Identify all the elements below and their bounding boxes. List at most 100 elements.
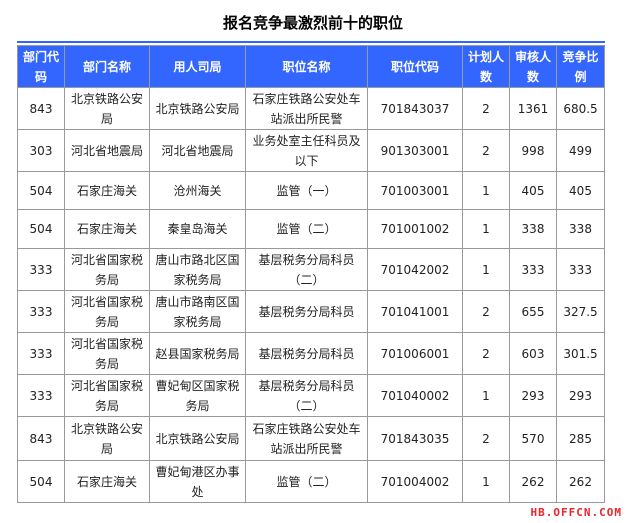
cell-planned: 1 [462,171,510,210]
cell-ratio: 338 [556,209,605,249]
cell-position-code: 701004002 [367,460,463,503]
cell-ratio: 405 [556,171,605,210]
cell-position-name: 监管（二） [245,209,368,249]
table-row: 333 河北省国家税务局 唐山市路北区国家税务局 基层税务分局科员（二） 7010420… [17,248,605,291]
cell-dept-name: 河北省国家税务局 [64,248,150,291]
cell-dept-name: 石家庄海关 [64,209,150,249]
cell-ratio: 333 [556,248,605,291]
cell-reviewed: 655 [509,290,557,333]
cell-reviewed: 1361 [509,87,557,130]
table-row: 303 河北省地震局 河北省地震局 业务处室主任科员及以下 901303001 2 998 4… [17,129,605,172]
cell-reviewed: 998 [509,129,557,172]
cell-employer: 沧州海关 [149,171,246,210]
cell-position-name: 基层税务分局科员（二） [245,248,368,291]
cell-reviewed: 338 [509,209,557,249]
cell-employer: 北京铁路公安局 [149,416,246,461]
table-row: 843 北京铁路公安局 北京铁路公安局 石家庄铁路公安处车站派出所民警 70184303… [17,416,605,461]
cell-position-code: 701006001 [367,332,463,375]
cell-planned: 2 [462,416,510,461]
header-employer: 用人司局 [149,45,246,88]
cell-ratio: 301.5 [556,332,605,375]
cell-position-code: 701843037 [367,87,463,130]
cell-dept-code: 333 [17,290,65,333]
cell-planned: 1 [462,209,510,249]
header-divider [17,41,605,43]
cell-reviewed: 262 [509,460,557,503]
header-ratio: 竞争比例 [556,45,605,88]
cell-ratio: 285 [556,416,605,461]
table-row: 504 石家庄海关 秦皇岛海关 监管（二） 701001002 1 338 338 [17,209,605,249]
cell-position-name: 基层税务分局科员 [245,332,368,375]
cell-dept-code: 504 [17,460,65,503]
watermark: HB.OFFCN.COM [530,506,622,519]
cell-position-code: 701040002 [367,374,463,417]
cell-dept-name: 石家庄海关 [64,460,150,503]
cell-position-code: 701042002 [367,248,463,291]
table-row: 333 河北省国家税务局 曹妃甸区国家税务局 基层税务分局科员（二） 701040002… [17,374,605,417]
cell-employer: 曹妃甸区国家税务局 [149,374,246,417]
cell-employer: 河北省地震局 [149,129,246,172]
cell-planned: 1 [462,248,510,291]
cell-dept-name: 河北省国家税务局 [64,332,150,375]
cell-dept-code: 333 [17,374,65,417]
cell-position-code: 701001002 [367,209,463,249]
cell-reviewed: 333 [509,248,557,291]
table-row: 333 河北省国家税务局 赵县国家税务局 基层税务分局科员 701006001 2 603 3… [17,332,605,375]
cell-ratio: 680.5 [556,87,605,130]
cell-dept-code: 504 [17,171,65,210]
cell-position-name: 监管（一） [245,171,368,210]
table-row: 333 河北省国家税务局 唐山市路南区国家税务局 基层税务分局科员 701041001 2… [17,290,605,333]
cell-dept-name: 河北省国家税务局 [64,374,150,417]
cell-reviewed: 570 [509,416,557,461]
cell-planned: 1 [462,374,510,417]
cell-ratio: 293 [556,374,605,417]
cell-employer: 唐山市路北区国家税务局 [149,248,246,291]
cell-position-name: 基层税务分局科员 [245,290,368,333]
cell-dept-name: 北京铁路公安局 [64,87,150,130]
cell-employer: 秦皇岛海关 [149,209,246,249]
cell-position-name: 石家庄铁路公安处车站派出所民警 [245,416,368,461]
cell-dept-code: 843 [17,416,65,461]
cell-dept-code: 504 [17,209,65,249]
cell-dept-code: 333 [17,248,65,291]
cell-dept-code: 303 [17,129,65,172]
cell-position-code: 701003001 [367,171,463,210]
cell-dept-name: 河北省国家税务局 [64,290,150,333]
cell-dept-name: 北京铁路公安局 [64,416,150,461]
header-row: 部门代码 部门名称 用人司局 职位名称 职位代码 计划人数 审核人数 竞争比例 [17,45,605,88]
table-row: 843 北京铁路公安局 北京铁路公安局 石家庄铁路公安处车站派出所民警 70184303… [17,87,605,130]
cell-employer: 曹妃甸港区办事处 [149,460,246,503]
header-dept-name: 部门名称 [64,45,150,88]
cell-dept-code: 333 [17,332,65,375]
cell-ratio: 327.5 [556,290,605,333]
cell-ratio: 499 [556,129,605,172]
header-reviewed: 审核人数 [509,45,557,88]
cell-reviewed: 405 [509,171,557,210]
cell-reviewed: 603 [509,332,557,375]
table-row: 504 石家庄海关 沧州海关 监管（一） 701003001 1 405 405 [17,171,605,210]
cell-position-code: 901303001 [367,129,463,172]
competition-table: 部门代码 部门名称 用人司局 职位名称 职位代码 计划人数 审核人数 竞争比例 843 北京铁路… [17,45,605,503]
cell-planned: 2 [462,290,510,333]
header-dept-code: 部门代码 [17,45,65,88]
cell-dept-name: 石家庄海关 [64,171,150,210]
cell-position-code: 701843035 [367,416,463,461]
cell-ratio: 262 [556,460,605,503]
cell-planned: 2 [462,129,510,172]
cell-planned: 2 [462,332,510,375]
page-title: 报名竞争最激烈前十的职位 [222,14,403,32]
cell-employer: 北京铁路公安局 [149,87,246,130]
header-position-name: 职位名称 [245,45,368,88]
cell-dept-name: 河北省地震局 [64,129,150,172]
cell-position-name: 基层税务分局科员（二） [245,374,368,417]
cell-planned: 2 [462,87,510,130]
cell-position-name: 监管（二） [245,460,368,503]
cell-planned: 1 [462,460,510,503]
header-position-code: 职位代码 [367,45,463,88]
cell-employer: 唐山市路南区国家税务局 [149,290,246,333]
cell-position-name: 石家庄铁路公安处车站派出所民警 [245,87,368,130]
table-row: 504 石家庄海关 曹妃甸港区办事处 监管（二） 701004002 1 262 262 [17,460,605,503]
cell-position-name: 业务处室主任科员及以下 [245,129,368,172]
header-planned: 计划人数 [462,45,510,88]
cell-dept-code: 843 [17,87,65,130]
